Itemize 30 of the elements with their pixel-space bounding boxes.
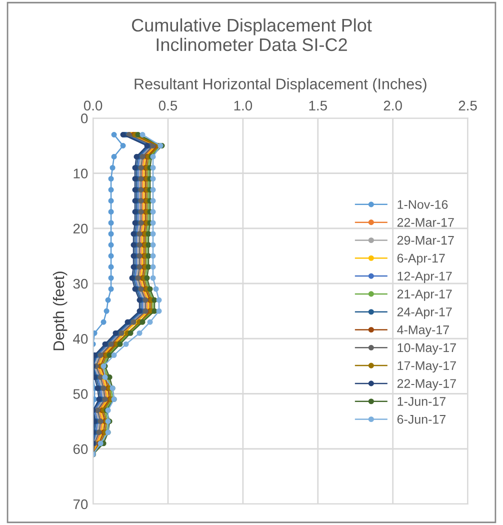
y-tick-label: 20 — [73, 224, 88, 234]
legend-label: 1-Nov-16 — [398, 200, 448, 209]
chart-title: Cumulative Displacement Plot Inclinometer Data SI-C2 — [132, 18, 372, 52]
legend-label: 6-Apr-17 — [397, 254, 445, 266]
legend-label: 10-May-17 — [398, 343, 456, 355]
legend-label: 6-Jun-17 — [397, 414, 446, 424]
y-tick-label: 60 — [73, 444, 88, 454]
x-axis-title: Resultant Horizontal Displacement (Inches) — [134, 78, 426, 92]
y-tick-label: 50 — [73, 389, 88, 399]
y-tick-label: 30 — [73, 278, 88, 289]
legend-label: 29-Mar-17 — [397, 236, 454, 245]
legend-label: 1-Jun-17 — [398, 397, 446, 406]
x-tick-label: 1.0 — [234, 100, 252, 111]
y-tick-label: 70 — [73, 499, 88, 510]
legend-label: 22-Mar-17 — [397, 218, 454, 227]
x-tick-label: 0.5 — [158, 100, 178, 111]
x-tick-label: 2.5 — [458, 100, 477, 111]
y-tick-label: 10 — [74, 168, 88, 178]
y-tick-label: 40 — [73, 334, 88, 344]
y-tick-label: 0 — [81, 113, 88, 124]
legend-label: 17-May-17 — [398, 361, 456, 373]
legend-label: 22-May-17 — [397, 379, 456, 390]
legend-label: 21-Apr-17 — [397, 290, 452, 301]
y-axis-title: Depth (feet) — [52, 272, 68, 350]
x-tick-label: 1.5 — [309, 100, 327, 111]
legend-label: 4-May-17 — [397, 326, 449, 337]
x-tick-label: 2.0 — [384, 100, 402, 111]
legend-label: 12-Apr-17 — [398, 272, 452, 284]
x-tick-label: 0.0 — [84, 100, 102, 111]
legend-label: 24-Apr-17 — [397, 307, 452, 319]
